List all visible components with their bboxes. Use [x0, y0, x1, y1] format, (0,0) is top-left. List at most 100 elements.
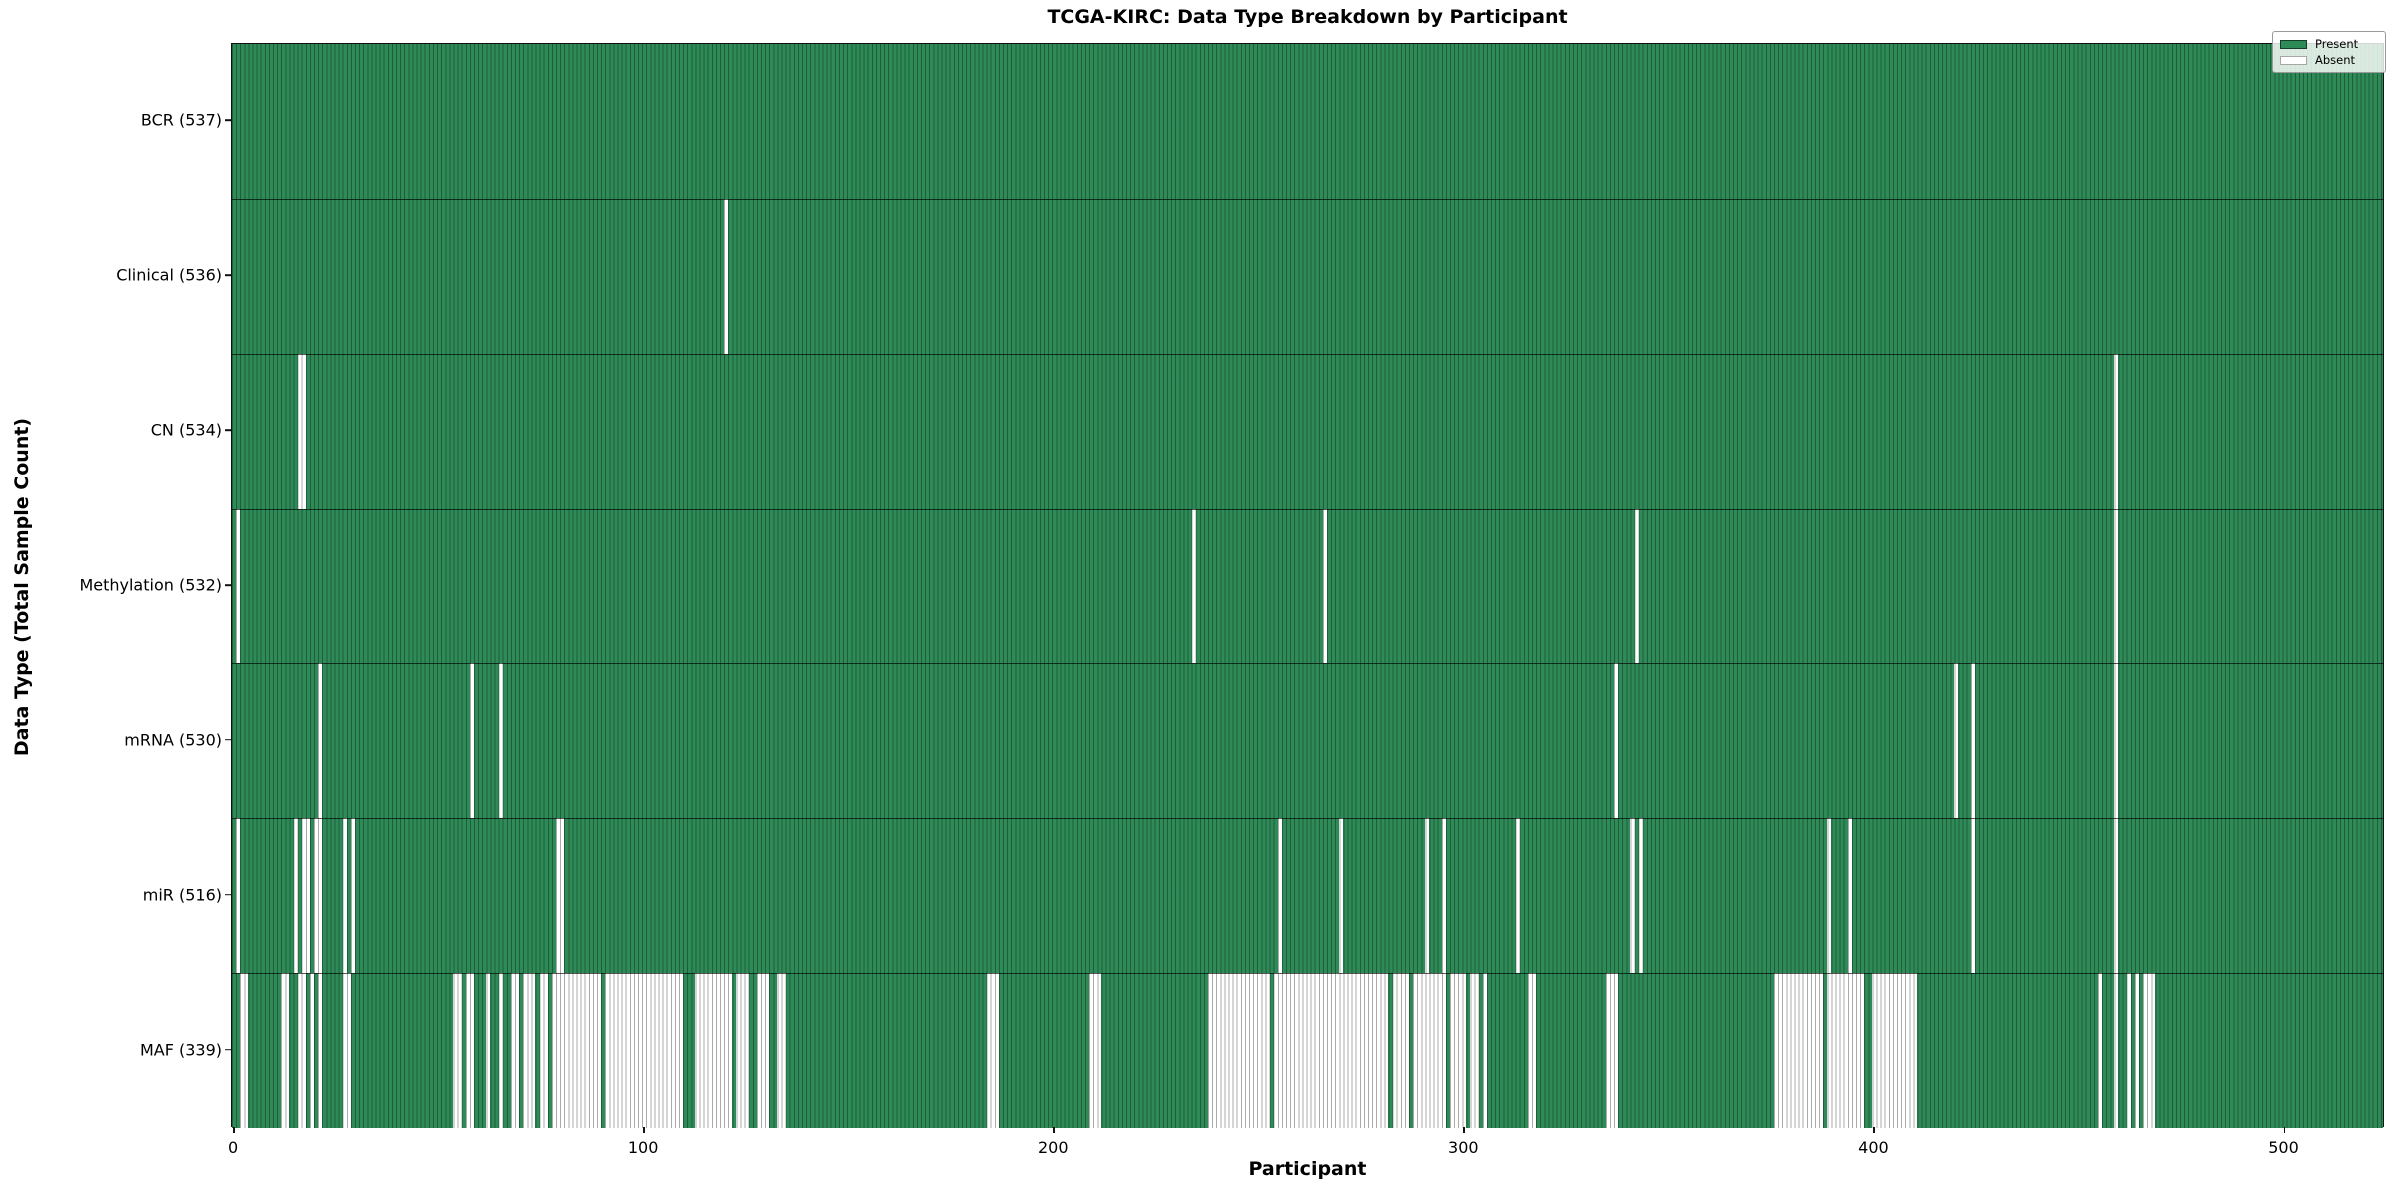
absent-cells-mir	[1638, 818, 1643, 974]
absent-cells-maf	[1089, 973, 1102, 1128]
absent-cells-maf	[1392, 973, 1409, 1128]
absent-cells-maf	[736, 973, 749, 1128]
absent-cells-methylation	[2114, 508, 2119, 664]
absent-cells-maf	[605, 973, 684, 1128]
x-tick-label-300: 300	[1448, 1138, 1479, 1157]
absent-cells-maf	[2126, 973, 2131, 1128]
absent-cells-maf	[695, 973, 733, 1128]
x-tick-label-200: 200	[1037, 1138, 1069, 1157]
y-tick-label-maf: MAF (339)	[139, 1040, 222, 1060]
absent-cells-maf	[240, 973, 249, 1128]
absent-cells-mir	[1630, 818, 1635, 974]
absent-cells-mrna	[498, 663, 503, 819]
absent-cells-maf	[2097, 973, 2103, 1128]
absent-cells-maf	[777, 973, 786, 1128]
absent-cells-mrna	[1614, 663, 1619, 819]
x-tick-mark	[1463, 1127, 1465, 1133]
absent-cells-mir	[1970, 818, 1975, 974]
legend-entry-absent: Absent	[2280, 52, 2378, 68]
absent-cells-maf	[297, 973, 306, 1128]
cell-edges-overlay	[232, 973, 2383, 1128]
plot-area	[231, 43, 2384, 1128]
absent-cells-mrna	[469, 663, 474, 819]
row-separator	[232, 198, 2383, 200]
y-tick-label-mrna: mRNA (530)	[124, 730, 222, 750]
heatmap-row-bcr	[232, 44, 2383, 199]
y-tick-mark	[225, 429, 231, 431]
y-tick-label-methylation: Methylation (532)	[79, 575, 222, 595]
cell-edges-overlay	[232, 508, 2383, 664]
absent-cells-maf	[1605, 973, 1619, 1128]
row-separator	[232, 973, 2383, 975]
y-axis-label: Data Type (Total Sample Count)	[11, 417, 33, 757]
absent-cells-cn	[297, 353, 306, 509]
heatmap-row-clinical	[232, 198, 2383, 354]
absent-cells-maf	[539, 973, 548, 1128]
x-tick-label-0: 0	[227, 1138, 239, 1157]
absent-cells-methylation	[236, 508, 241, 664]
absent-cells-mir	[1847, 818, 1852, 974]
y-tick-mark	[225, 584, 231, 586]
absent-cells-mrna	[2114, 663, 2119, 819]
x-tick-label-400: 400	[1858, 1138, 1889, 1157]
absent-cells-methylation	[1634, 508, 1639, 664]
legend-label-present: Present	[2315, 37, 2359, 51]
absent-cells-maf	[2143, 973, 2156, 1128]
absent-cells-mrna	[1970, 663, 1975, 819]
y-tick-label-cn: CN (534)	[150, 420, 222, 440]
present-cells-bcr	[232, 44, 2383, 199]
x-tick-mark	[1053, 1127, 1055, 1133]
present-cells-cn	[232, 353, 2383, 509]
absent-cells-maf	[756, 973, 770, 1128]
legend-swatch-absent-icon	[2280, 55, 2307, 65]
absent-cells-maf	[510, 973, 520, 1128]
absent-cells-maf	[2134, 973, 2139, 1128]
absent-cells-maf	[1208, 973, 1270, 1128]
absent-cells-maf	[465, 973, 474, 1128]
chart-title: TCGA-KIRC: Data Type Breakdown by Partic…	[1047, 6, 1568, 28]
y-tick-mark	[225, 1048, 231, 1051]
absent-cells-maf	[281, 973, 290, 1128]
legend: Present Absent	[2272, 31, 2386, 73]
absent-cells-mir	[1441, 818, 1446, 974]
heatmap-row-methylation	[232, 508, 2383, 664]
present-cells-mir	[232, 818, 2383, 974]
x-tick-mark	[233, 1127, 235, 1133]
cell-edges-overlay	[232, 353, 2383, 509]
y-tick-mark	[225, 274, 231, 277]
absent-cells-clinical	[724, 198, 729, 354]
cell-edges-overlay	[232, 198, 2383, 354]
absent-cells-mir	[1515, 818, 1520, 974]
present-cells-clinical	[232, 198, 2383, 354]
x-tick-label-500: 500	[2268, 1138, 2299, 1157]
absent-cells-mrna	[318, 663, 323, 819]
y-tick-mark	[225, 119, 231, 122]
absent-cells-maf	[1872, 973, 1918, 1128]
absent-cells-mrna	[1954, 663, 1959, 819]
absent-cells-maf	[342, 973, 351, 1128]
x-tick-label-100: 100	[627, 1138, 659, 1157]
row-separator	[232, 663, 2383, 665]
absent-cells-maf	[551, 973, 602, 1128]
x-tick-mark	[1873, 1127, 1876, 1133]
absent-cells-maf	[486, 973, 491, 1128]
absent-cells-mir	[1339, 818, 1344, 974]
absent-cells-mir	[2114, 818, 2119, 974]
cell-edges-overlay	[232, 663, 2383, 819]
heatmap-row-mir	[232, 818, 2383, 974]
absent-cells-maf	[1470, 973, 1479, 1128]
x-tick-mark	[2283, 1127, 2286, 1133]
legend-entry-present: Present	[2280, 36, 2378, 52]
absent-cells-mir	[301, 818, 310, 974]
absent-cells-cn	[2114, 353, 2119, 509]
absent-cells-maf	[523, 973, 536, 1128]
absent-cells-maf	[309, 973, 314, 1128]
legend-swatch-present-icon	[2280, 39, 2307, 49]
absent-cells-mir	[342, 818, 347, 974]
absent-cells-mir	[293, 818, 298, 974]
x-axis-label: Participant	[1248, 1158, 1367, 1180]
absent-cells-maf	[2114, 973, 2119, 1128]
y-tick-label-mir: miR (516)	[142, 885, 222, 905]
absent-cells-mir	[314, 818, 323, 974]
